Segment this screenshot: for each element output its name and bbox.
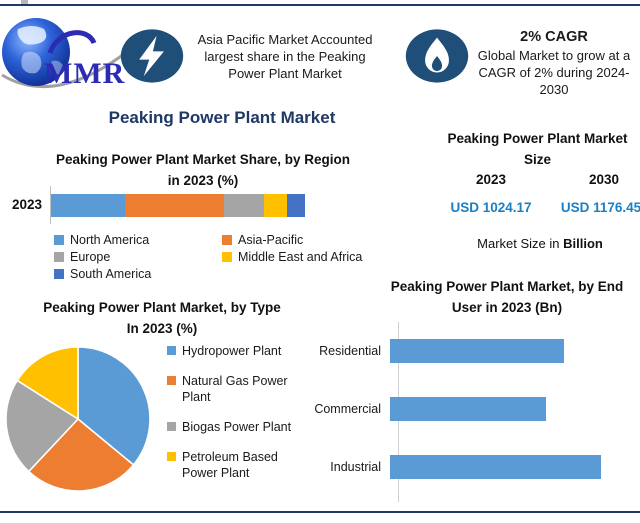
legend-label: Natural Gas Power Plant bbox=[182, 374, 288, 404]
bottom-border-line bbox=[0, 511, 640, 513]
region-bar-segment-4 bbox=[287, 194, 305, 217]
pie-slice-0 bbox=[77, 346, 151, 467]
legend-swatch-icon bbox=[167, 346, 176, 355]
flame-icon bbox=[405, 29, 469, 83]
market-size-unit-note: Market Size in Billion bbox=[450, 236, 630, 251]
market-size-year-2023: 2023 bbox=[475, 172, 507, 187]
cagr-title: 2% CAGR bbox=[520, 29, 588, 45]
svg-text:MMR: MMR bbox=[44, 57, 125, 90]
region-bar-segment-0 bbox=[51, 194, 125, 217]
market-size-year-2030: 2030 bbox=[588, 172, 620, 187]
legend-item: Hydropower Plant bbox=[167, 343, 305, 359]
highlight-line: largest share in the Peaking bbox=[204, 49, 366, 64]
legend-swatch-icon bbox=[167, 376, 176, 385]
pie-slice-1 bbox=[27, 417, 135, 492]
legend-swatch-icon bbox=[167, 422, 176, 431]
legend-label: Middle East and Africa bbox=[238, 250, 363, 264]
legend-item: Natural Gas Power Plant bbox=[167, 373, 305, 405]
end-user-title-line2: User in 2023 (Bn) bbox=[451, 300, 563, 315]
region-legend: North America Asia-Pacific Europe Middle Ea… bbox=[54, 233, 362, 281]
end-user-category-label: Commercial bbox=[314, 402, 381, 416]
highlight-line: Global Market to grow at a bbox=[477, 48, 631, 63]
legend-item: Middle East and Africa bbox=[222, 250, 362, 264]
cropped-text-artifact bbox=[21, 0, 28, 4]
legend-swatch-icon bbox=[54, 235, 64, 245]
unit-note-prefix: Market Size in bbox=[477, 236, 564, 251]
legend-item: North America bbox=[54, 233, 222, 247]
region-chart-title-line2: in 2023 (%) bbox=[167, 173, 239, 188]
highlight-line: Power Plant Market bbox=[228, 66, 342, 81]
legend-item: Biogas Power Plant bbox=[167, 419, 305, 435]
type-pie-legend: Hydropower Plant Natural Gas Power Plant B… bbox=[167, 343, 305, 495]
legend-label: Asia-Pacific bbox=[238, 233, 304, 247]
region-chart-title-line1: Peaking Power Plant Market Share, by Reg… bbox=[55, 152, 351, 167]
legend-item: Asia-Pacific bbox=[222, 233, 362, 247]
end-user-category-label: Industrial bbox=[330, 460, 381, 474]
end-user-bar bbox=[390, 339, 564, 363]
legend-label: South America bbox=[70, 267, 152, 281]
region-chart-title: Peaking Power Plant Market Share, by Reg… bbox=[28, 149, 378, 191]
legend-swatch-icon bbox=[167, 452, 176, 461]
type-pie-svg bbox=[5, 346, 151, 492]
market-size-value-2023: USD 1024.17 bbox=[450, 200, 532, 215]
end-user-row: Industrial bbox=[300, 455, 630, 479]
pie-slice-2 bbox=[5, 379, 80, 473]
legend-label: Hydropower Plant bbox=[182, 344, 282, 358]
legend-label: Europe bbox=[70, 250, 111, 264]
end-user-bar bbox=[390, 455, 601, 479]
legend-swatch-icon bbox=[54, 269, 64, 279]
region-stacked-bar bbox=[51, 194, 305, 217]
unit-note-bold: Billion bbox=[563, 236, 603, 251]
market-size-title-line1: Peaking Power Plant Market bbox=[447, 131, 628, 146]
type-chart-title: Peaking Power Plant Market, by Type In 2… bbox=[12, 297, 312, 339]
type-chart-title-line2: In 2023 (%) bbox=[126, 321, 198, 336]
highlight-line: Asia Pacific Market Accounted bbox=[197, 32, 373, 47]
region-bar-segment-1 bbox=[124, 194, 224, 217]
highlight-asia-pacific-text: Asia Pacific Market Accounted largest sh… bbox=[188, 31, 382, 82]
region-chart-axis bbox=[50, 186, 51, 224]
legend-item: Europe bbox=[54, 250, 222, 264]
highlight-cagr-text: 2% CAGR Global Market to grow at a CAGR … bbox=[468, 28, 640, 98]
top-border-line bbox=[0, 4, 640, 6]
end-user-category-label: Residential bbox=[319, 344, 381, 358]
legend-item: Petroleum Based Power Plant bbox=[167, 449, 305, 481]
globe-icon: MMR bbox=[1, 18, 129, 90]
mmr-logo: MMR bbox=[0, 13, 130, 93]
legend-label: Petroleum Based Power Plant bbox=[182, 450, 278, 480]
type-chart-title-line1: Peaking Power Plant Market, by Type bbox=[43, 300, 281, 315]
end-user-title-line1: Peaking Power Plant Market, by End bbox=[390, 279, 624, 294]
region-chart-category-label: 2023 bbox=[11, 197, 43, 212]
legend-item: South America bbox=[54, 267, 222, 281]
highlight-line: CAGR of 2% during 2024-2030 bbox=[478, 65, 630, 97]
lightning-bolt-icon bbox=[120, 29, 184, 83]
market-size-title: Peaking Power Plant Market Size bbox=[435, 128, 640, 170]
end-user-row: Residential bbox=[300, 339, 630, 363]
region-bar-segment-3 bbox=[264, 194, 288, 217]
pie-slice-3 bbox=[16, 346, 79, 421]
market-size-value-2030: USD 1176.45 bbox=[560, 200, 640, 215]
end-user-row: Commercial bbox=[300, 397, 630, 421]
legend-swatch-icon bbox=[54, 252, 64, 262]
legend-label: North America bbox=[70, 233, 150, 247]
region-bar-segment-2 bbox=[223, 194, 265, 217]
legend-swatch-icon bbox=[222, 252, 232, 262]
end-user-bar bbox=[390, 397, 546, 421]
page-title: Peaking Power Plant Market bbox=[108, 108, 336, 127]
legend-label: Biogas Power Plant bbox=[182, 420, 292, 434]
market-size-title-line2: Size bbox=[523, 152, 551, 167]
end-user-chart-title: Peaking Power Plant Market, by End User … bbox=[378, 276, 636, 318]
end-user-rows: Residential Commercial Industrial bbox=[300, 339, 630, 513]
legend-swatch-icon bbox=[222, 235, 232, 245]
